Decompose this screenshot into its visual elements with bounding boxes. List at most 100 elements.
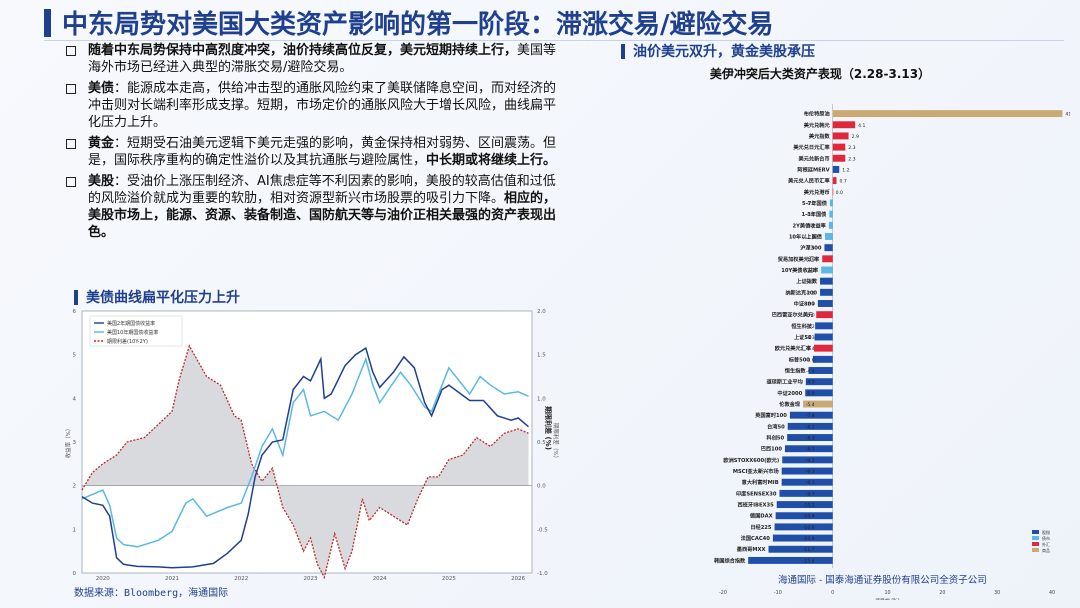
- value-label: -4.9: [806, 380, 815, 386]
- bar: [832, 188, 834, 196]
- bar: [832, 132, 849, 140]
- value-label: -9.7: [806, 491, 815, 497]
- category-label: 中证2000: [777, 389, 802, 397]
- category-label: 印度SENSEX30: [736, 489, 777, 497]
- value-label: -4.4: [806, 369, 815, 375]
- bar: [822, 255, 833, 263]
- x-tick-label: 10: [884, 590, 890, 596]
- category-label: 法国CAC40: [741, 534, 771, 542]
- value-label: -3.4: [806, 346, 815, 352]
- title-accent-bar: [44, 9, 51, 37]
- category-label: 韩国综合指数: [714, 556, 746, 564]
- x-tick-label: -20: [719, 590, 727, 596]
- bar: [832, 110, 1063, 118]
- bar: [814, 344, 833, 352]
- category-label: 5-7年国债: [802, 199, 828, 207]
- legend-label: 债市: [1042, 535, 1050, 541]
- value-label: -3.0: [806, 313, 815, 319]
- bullet-text: 中长期或将继续上行。: [426, 153, 557, 168]
- value-label: 2.3: [848, 145, 855, 151]
- category-label: 2Y美债收益率: [793, 221, 827, 229]
- category-label: MSCI亚太新兴市场: [733, 467, 779, 475]
- legend-swatch: [1032, 548, 1039, 552]
- bar: [775, 512, 833, 520]
- x-tick-label: -10: [774, 590, 782, 596]
- x-tick-label: 2022: [234, 576, 248, 582]
- legend-swatch: [1032, 542, 1039, 546]
- bar: [768, 545, 833, 553]
- category-label: 上证50: [794, 333, 812, 341]
- x-tick-label: 20: [939, 590, 945, 596]
- category-label: 1-3年国债: [801, 210, 827, 218]
- value-label: -2.7: [806, 301, 815, 307]
- category-label: 墨西哥MXX: [737, 545, 766, 553]
- value-label: -15.4: [803, 558, 815, 564]
- category-label: 上证指数: [796, 277, 818, 285]
- value-label: -10.9: [803, 536, 815, 542]
- two-year-line: [81, 346, 529, 569]
- y2-axis-label: 期限利差（%）: [552, 423, 560, 461]
- bullet-text: ：受油价上涨压制经济、AI焦虑症等不利因素的影响，美股的较高估值和过低的风险溢价…: [88, 174, 556, 206]
- bar: [832, 143, 846, 151]
- x-tick-label: 2023: [303, 576, 317, 582]
- value-label: -5.4: [806, 402, 815, 408]
- y-tick-label: 2: [73, 484, 77, 490]
- category-label: 伦敦金现: [779, 400, 801, 408]
- x-axis-label: 涨跌幅 (%): [875, 597, 899, 600]
- bullet-item: 黄金：短期受石油美元逻辑下美元走强的影响，黄金保持相对弱势、区间震荡。但是，国际…: [66, 135, 566, 169]
- y2-tick-label: 0.5: [537, 440, 546, 446]
- bar: [805, 378, 833, 386]
- value-label: -8.3: [806, 436, 815, 442]
- spread-area: [82, 345, 529, 578]
- bar: [817, 300, 833, 307]
- x-tick-label: 40: [1049, 590, 1055, 596]
- y-tick-label: 1: [73, 527, 77, 533]
- bullet-box-icon: [66, 84, 76, 94]
- bar: [824, 233, 833, 240]
- asset-performance-chart: 美伊冲突后大类资产表现（2.28-3.13） 布伦特原油 41.9 美元兑韩元 4.1 美…: [710, 66, 1070, 600]
- category-label: 10Y美债收益率: [781, 266, 819, 274]
- bullet-item: 随着中东局势保持中高烈度冲突，油价持续高位反复，美元短期持续上行，美国等海外市场…: [66, 42, 566, 76]
- value-label: -10.6: [803, 525, 815, 531]
- category-label: 美元兑港币: [804, 188, 830, 196]
- bar: [789, 411, 833, 419]
- value-label: -3.3: [806, 335, 815, 341]
- legend-label: 期限利差(10Y-2Y): [107, 338, 148, 345]
- value-label: -1.5: [806, 246, 815, 252]
- category-label: 沪深300: [800, 244, 822, 252]
- category-label: 10年以上国债: [789, 232, 823, 240]
- bullet-item: 美债：能源成本走高，供给冲击型的通胀风险约束了美联储降息空间，而对经济的冲击则对…: [66, 80, 566, 131]
- category-label: 道琼斯工业平均: [766, 378, 802, 386]
- legend-swatch: [1032, 536, 1039, 540]
- bullet-box-icon: [66, 177, 76, 187]
- bar: [832, 177, 837, 185]
- category-label: 纳斯达克100: [785, 288, 817, 296]
- bar: [824, 244, 833, 252]
- bullet-text: 随着中东局势保持中高烈度冲突，油价持续高位反复，美元短期持续上行，: [88, 43, 518, 58]
- bullet-item: 美股：受油价上涨压制经济、AI焦虑症等不利因素的影响，美股的较高估值和过低的风险…: [66, 173, 566, 241]
- value-label: -3.6: [806, 357, 815, 363]
- value-label: 0.0: [836, 190, 843, 196]
- value-label: 0.7: [840, 179, 847, 185]
- bar: [812, 355, 833, 363]
- category-label: 贸易加权美元汇率: [778, 255, 820, 263]
- bullet-list: 随着中东局势保持中高烈度冲突，油价持续高位反复，美元短期持续上行，美国等海外市场…: [66, 42, 566, 245]
- category-label: 美元指数: [809, 132, 831, 140]
- value-label: -9.3: [806, 480, 815, 486]
- bullet-box-icon: [66, 46, 76, 56]
- category-label: 恒生科技: [791, 322, 813, 330]
- x-tick-label: 2025: [442, 576, 456, 582]
- y-tick-label: 5: [73, 353, 77, 359]
- bar: [784, 445, 833, 453]
- y2-tick-label: 1.5: [537, 353, 546, 359]
- bullet-text: ：能源成本走高，供给冲击型的通胀风险约束了美联储降息空间，而对经济的冲击则对长端…: [88, 81, 557, 130]
- value-label: -2.3: [806, 290, 815, 296]
- footer-company: 海通国际 - 国泰海通证券股份有限公司全资子公司: [778, 575, 987, 586]
- value-label: 41.9: [1065, 112, 1070, 118]
- y-tick-label: 3: [73, 440, 77, 446]
- x-tick-label: 2021: [165, 576, 179, 582]
- category-label: 恒生指数: [785, 367, 807, 375]
- category-label: 美元兑韩元: [804, 121, 831, 129]
- x-tick-label: 2024: [373, 576, 387, 582]
- bar: [808, 367, 833, 374]
